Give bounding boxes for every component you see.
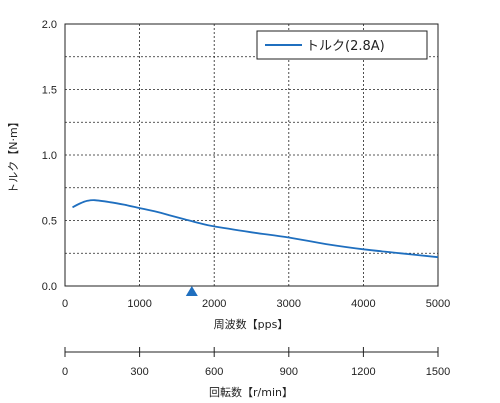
x-tick-label: 5000 bbox=[426, 298, 450, 310]
marker-triangle bbox=[185, 286, 198, 296]
y-tick-label: 1.5 bbox=[42, 85, 57, 97]
secondary-axis-ticks: 0 300 600 900 1200 1500 bbox=[62, 347, 450, 378]
secondary-x-axis: 0 300 600 900 1200 1500 回転数【r/min】 bbox=[62, 347, 450, 399]
secondary-tick-label: 600 bbox=[205, 366, 223, 378]
secondary-tick-label: 1500 bbox=[426, 366, 450, 378]
secondary-tick-label: 900 bbox=[280, 366, 298, 378]
secondary-tick-label: 0 bbox=[62, 366, 68, 378]
plot-area bbox=[65, 24, 438, 286]
x-tick-label: 2000 bbox=[202, 298, 226, 310]
marker-layer bbox=[185, 286, 198, 296]
y-tick-labels: 0.0 0.5 1.0 1.5 2.0 bbox=[42, 19, 57, 293]
x-tick-label: 1000 bbox=[127, 298, 151, 310]
x-tick-labels: 0 1000 2000 3000 4000 5000 bbox=[62, 298, 450, 310]
plot-frame bbox=[64, 23, 439, 287]
y-tick-label: 2.0 bbox=[42, 19, 57, 31]
x-tick-label: 3000 bbox=[277, 298, 301, 310]
y-tick-label: 0.5 bbox=[42, 216, 57, 228]
x-axis-title: 周波数【pps】 bbox=[214, 318, 289, 331]
y-tick-label: 0.0 bbox=[42, 281, 57, 293]
secondary-tick-label: 1200 bbox=[351, 366, 375, 378]
series-layer bbox=[72, 199, 439, 259]
y-tick-label: 1.0 bbox=[42, 150, 57, 162]
secondary-axis-title: 回転数【r/min】 bbox=[209, 386, 293, 399]
secondary-tick-label: 300 bbox=[130, 366, 148, 378]
y-axis-title: トルク【N·m】 bbox=[7, 116, 20, 193]
series-line-torque bbox=[72, 199, 439, 259]
legend-label: トルク(2.8A) bbox=[306, 39, 385, 54]
legend: トルク(2.8A) bbox=[256, 30, 428, 60]
x-tick-label: 0 bbox=[62, 298, 68, 310]
x-tick-label: 4000 bbox=[351, 298, 375, 310]
